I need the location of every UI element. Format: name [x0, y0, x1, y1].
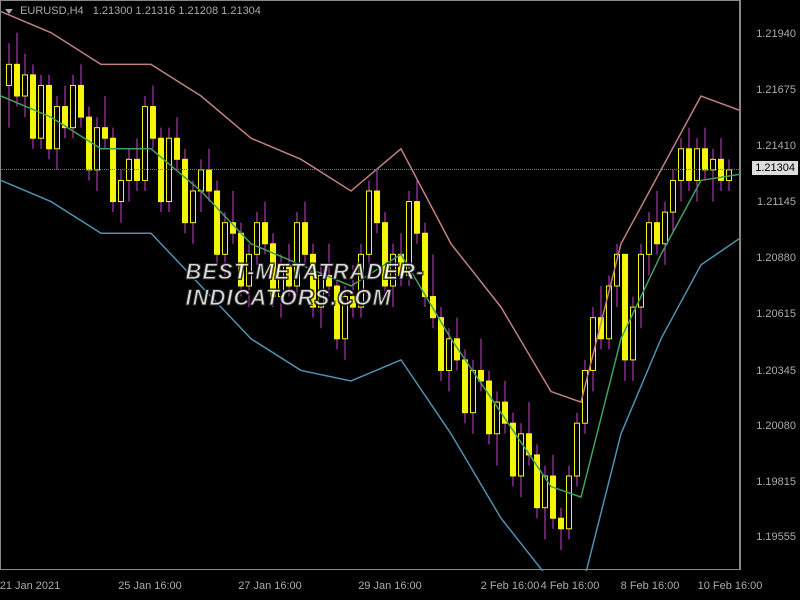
y-tick-label: 1.21940	[756, 28, 796, 40]
y-axis: 1.21940 1.21675 1.21410 1.21145 1.20880 1.206…	[740, 0, 800, 570]
y-tick-label: 1.19815	[756, 476, 796, 488]
y-tick-label: 1.20615	[756, 308, 796, 320]
ohlc-label: 1.21300 1.21316 1.21208 1.21304	[93, 5, 261, 17]
x-axis: 21 Jan 2021 25 Jan 16:00 27 Jan 16:00 29 Ja…	[0, 570, 740, 600]
current-price-line	[1, 169, 741, 170]
x-tick-label: 27 Jan 16:00	[238, 580, 302, 592]
y-tick-label: 1.21145	[757, 196, 796, 208]
symbol-label: EURUSD,H4	[20, 5, 84, 17]
current-price-marker: 1.21304	[752, 161, 798, 175]
y-tick-label: 1.20345	[756, 365, 796, 377]
x-tick-label: 8 Feb 16:00	[621, 580, 680, 592]
x-tick-label: 2 Feb 16:00	[481, 580, 540, 592]
dropdown-icon[interactable]	[5, 9, 13, 14]
y-tick-label: 1.21675	[756, 84, 796, 96]
y-tick-label: 1.19555	[756, 531, 796, 543]
y-tick-label: 1.20080	[756, 420, 796, 432]
y-tick-label: 1.20880	[756, 252, 796, 264]
chart-canvas	[1, 1, 741, 571]
x-tick-label: 25 Jan 16:00	[118, 580, 182, 592]
x-tick-label: 4 Feb 16:00	[541, 580, 600, 592]
x-tick-label: 10 Feb 16:00	[698, 580, 763, 592]
x-tick-label: 21 Jan 2021	[0, 580, 60, 592]
chart-area[interactable]: EURUSD,H4 1.21300 1.21316 1.21208 1.2130…	[0, 0, 740, 570]
y-tick-label: 1.21410	[756, 140, 796, 152]
x-tick-label: 29 Jan 16:00	[358, 580, 422, 592]
chart-header[interactable]: EURUSD,H4 1.21300 1.21316 1.21208 1.2130…	[5, 5, 261, 17]
